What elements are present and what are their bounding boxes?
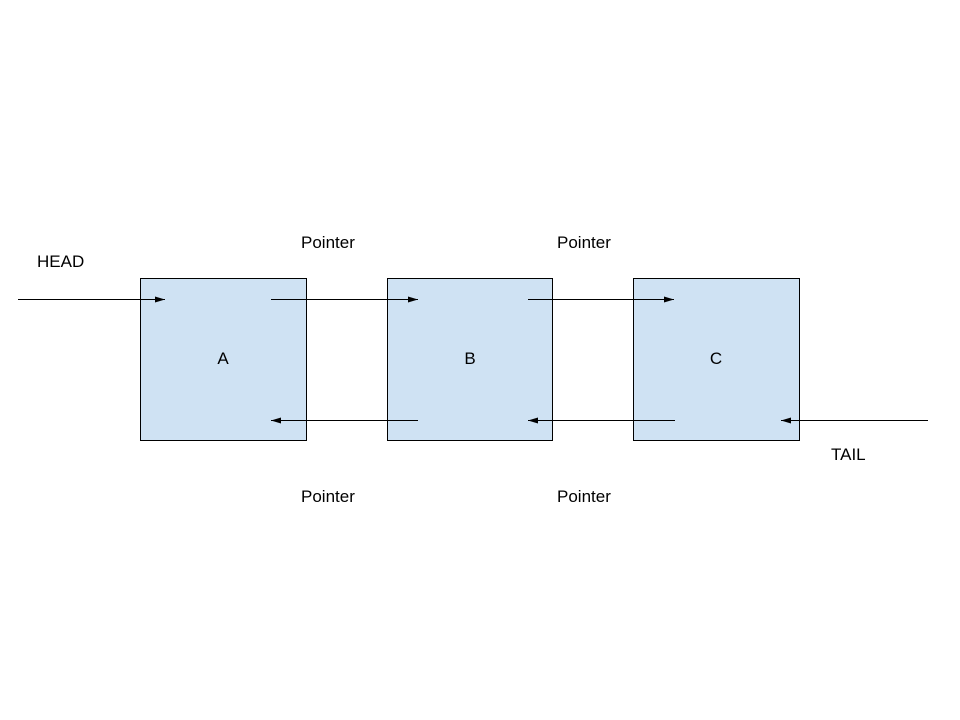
node-b-label: B [464,349,475,368]
node-a-box [140,278,307,441]
node-c: C [633,278,800,441]
tail-label: TAIL [831,445,866,464]
node-b-box [387,278,553,441]
node-c-label: C [710,349,722,368]
next-pointer-label-b-c: Pointer [557,233,611,252]
node-c-box [633,278,800,441]
node-a: A [140,278,307,441]
prev-pointer-label-c-b: Pointer [557,487,611,506]
prev-pointer-label-b-a: Pointer [301,487,355,506]
next-pointer-label-a-b: Pointer [301,233,355,252]
node-a-label: A [217,349,229,368]
head-label: HEAD [37,252,84,271]
node-b: B [387,278,553,441]
